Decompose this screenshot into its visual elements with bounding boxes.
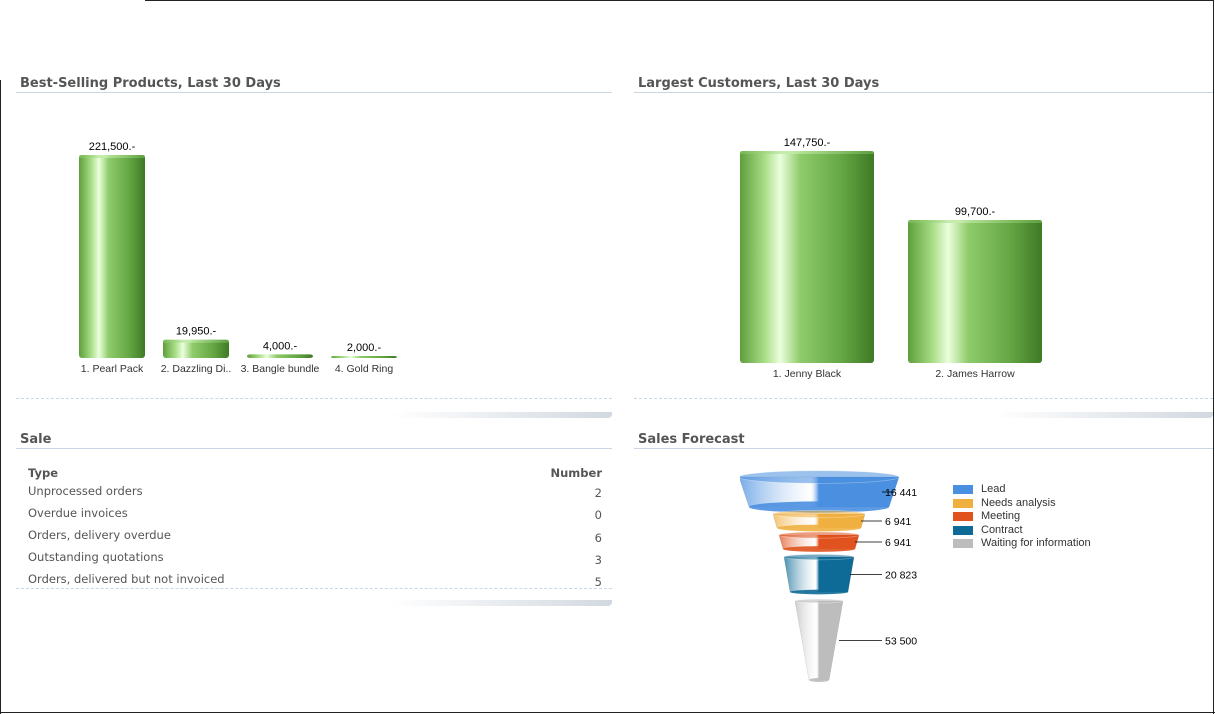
legend-label: Lead xyxy=(981,483,1006,495)
panel-divider xyxy=(634,92,1213,93)
column-header-type: Type xyxy=(28,466,59,480)
row-number: 2 xyxy=(594,486,602,500)
row-number: 3 xyxy=(594,553,602,567)
row-type: Orders, delivery overdue xyxy=(28,528,171,542)
table-row[interactable]: Outstanding quotations 3 xyxy=(28,550,602,572)
value-label: 221,500.- xyxy=(89,141,136,153)
bar-1[interactable] xyxy=(740,151,874,363)
bar-cap-2 xyxy=(163,339,229,343)
table-row[interactable]: Overdue invoices 0 xyxy=(28,506,602,528)
sales-forecast-funnel: 16 441 6 941 6 941 20 823 53 500 xyxy=(740,470,917,682)
row-type: Orders, delivered but not invoiced xyxy=(28,572,225,586)
funnel-value-label: 6 941 xyxy=(885,516,911,528)
funnel-value-label: 16 441 xyxy=(885,487,917,499)
legend-swatch xyxy=(953,498,973,508)
funnel-segment-3[interactable] xyxy=(778,531,882,552)
funnel-segment-5[interactable] xyxy=(794,598,882,682)
row-number: 6 xyxy=(594,531,602,545)
largest-customers-panel: Largest Customers, Last 30 Days 147,750.… xyxy=(634,76,1213,418)
category-label: 1. Jenny Black xyxy=(773,368,842,380)
largest-customers-chart: 147,750.- 1. Jenny Black 99,700.- 2. James … xyxy=(740,137,1042,380)
category-label: 4. Gold Ring xyxy=(335,363,394,375)
funnel-segment-2[interactable] xyxy=(772,509,882,532)
bar-cap-1 xyxy=(740,151,874,154)
best-selling-panel: Best-Selling Products, Last 30 Days 221,… xyxy=(16,76,612,418)
bar-2[interactable] xyxy=(163,339,229,358)
funnel-segment-4[interactable] xyxy=(783,553,882,595)
panel-divider xyxy=(16,92,612,93)
table-row[interactable]: Orders, delivery overdue 6 xyxy=(28,528,602,550)
row-type: Overdue invoices xyxy=(28,506,128,520)
panel-title: Sales Forecast xyxy=(638,432,745,447)
row-number: 5 xyxy=(594,575,602,589)
funnel-segment-1[interactable] xyxy=(740,470,900,513)
panel-footer-divider xyxy=(16,588,612,589)
legend-swatch xyxy=(953,525,973,535)
sales-forecast-panel: Sales Forecast xyxy=(634,432,1213,704)
value-label: 19,950.- xyxy=(176,326,217,338)
legend-label: Contract xyxy=(981,523,1023,536)
table-row[interactable]: Orders, delivered but not invoiced 5 xyxy=(28,572,602,594)
funnel-value-label: 20 823 xyxy=(885,570,917,582)
category-label: 2. James Harrow xyxy=(935,368,1015,380)
row-number: 0 xyxy=(594,508,602,522)
value-label: 4,000.- xyxy=(263,340,298,352)
category-label: 3. Bangle bundle xyxy=(241,363,320,375)
panel-divider xyxy=(634,448,1213,449)
panel-shadow xyxy=(392,600,612,606)
category-label: 2. Dazzling Di.. xyxy=(161,363,232,375)
column-header-number: Number xyxy=(550,466,603,480)
bar-1[interactable] xyxy=(79,155,145,358)
panel-title: Largest Customers, Last 30 Days xyxy=(638,76,880,91)
bar-cap-1 xyxy=(79,155,145,158)
legend-swatch xyxy=(953,512,973,521)
bar-2[interactable] xyxy=(908,219,1042,363)
panel-footer-divider xyxy=(634,398,1213,399)
value-label: 99,700.- xyxy=(955,206,996,218)
window-border-top xyxy=(145,0,1213,1)
bar-cap-2 xyxy=(908,219,1042,223)
value-label: 2,000.- xyxy=(347,342,382,354)
legend-label: Meeting xyxy=(981,510,1021,522)
funnel-value-label: 6 941 xyxy=(885,537,911,549)
row-type: Unprocessed orders xyxy=(28,484,143,498)
panel-footer-divider xyxy=(16,398,612,399)
funnel-value-label: 53 500 xyxy=(885,636,917,648)
bar-3[interactable] xyxy=(247,354,313,358)
category-label: 1. Pearl Pack xyxy=(81,363,144,375)
legend-swatch xyxy=(953,539,973,548)
bar-4[interactable] xyxy=(331,356,397,358)
window-border-left xyxy=(0,80,1,714)
legend-label: Waiting for information xyxy=(981,537,1091,549)
panel-shadow xyxy=(993,412,1213,418)
legend-swatch xyxy=(953,485,973,494)
best-selling-chart: 221,500.- 1. Pearl Pack 19,950.- 2. Dazzlin… xyxy=(79,141,397,375)
panel-title: Best-Selling Products, Last 30 Days xyxy=(20,76,281,91)
panel-shadow xyxy=(392,412,612,418)
sale-table: Type Number Unprocessed orders 2 Overdue… xyxy=(28,466,602,594)
value-label: 147,750.- xyxy=(784,137,831,149)
legend-label: Needs analysis xyxy=(981,496,1056,509)
table-row[interactable]: Unprocessed orders 2 xyxy=(28,484,602,506)
panel-title: Sale xyxy=(20,432,52,447)
row-type: Outstanding quotations xyxy=(28,550,164,564)
sale-panel: Sale Type Number Unprocessed orders 2 Ov… xyxy=(16,432,612,606)
table-header: Type Number xyxy=(28,466,602,484)
panel-divider xyxy=(16,448,612,449)
window-border-right xyxy=(1213,0,1214,714)
window-border-bottom xyxy=(0,712,1215,713)
